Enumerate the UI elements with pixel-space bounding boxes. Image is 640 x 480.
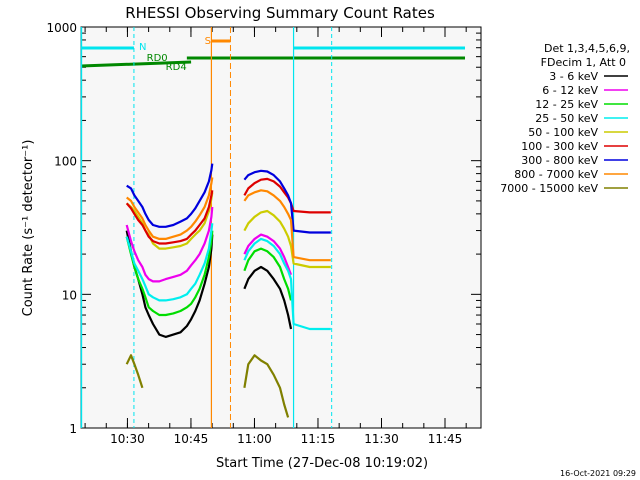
rd4-flag-bar [80, 60, 192, 68]
series-line-3-6-kev-post [243, 265, 293, 330]
legend-label: 3 - 6 keV [549, 70, 598, 83]
legend-label: 12 - 25 keV [535, 98, 598, 111]
legend-label: 25 - 50 keV [535, 112, 598, 125]
series-line-50-100-kev [125, 192, 214, 250]
series-line-12-25-kev-post [243, 247, 293, 301]
x-tick-label: 11:30 [364, 432, 399, 446]
series-line-300-800-kev [126, 163, 214, 228]
series-line-7000-15000-kev [125, 354, 144, 389]
x-tick-label: 10:45 [174, 432, 209, 446]
legend-label: 100 - 300 keV [521, 140, 598, 153]
series-line-6-12-kev-post [243, 233, 293, 276]
y-axis-label: Count Rate (s⁻¹ detector⁻¹) [21, 140, 36, 317]
axis-ticks: 10:30 10:45 11:00 11:15 11:30 11:45 1 10 100 1000 [46, 21, 481, 446]
series-line-800-7000-kev-post [243, 189, 331, 262]
series-line-25-50-kev [125, 223, 214, 302]
x-tick-label: 11:15 [301, 432, 336, 446]
night-flag-label: N [139, 42, 146, 53]
chart-title: RHESSI Observing Summary Count Rates [125, 4, 435, 22]
legend-label: 7000 - 15000 keV [500, 182, 598, 195]
x-tick-label: 11:00 [237, 432, 272, 446]
series-line-100-300-kev [125, 190, 214, 245]
series-line-50-100-kev-post [243, 209, 331, 269]
legend-label: 300 - 800 keV [521, 154, 598, 167]
data-series [125, 163, 331, 418]
y-tick-label: 100 [54, 155, 77, 169]
series-line-7000-15000-kev-post [243, 354, 290, 418]
series-line-300-800-kev-post [243, 169, 331, 234]
saa-flag-label: S [205, 36, 211, 47]
rd4-flag-label: RD4 [166, 62, 187, 73]
legend-label: 6 - 12 keV [542, 84, 598, 97]
rd0-flag-label: RD0 [147, 53, 168, 64]
legend-header-line-2: FDecim 1, Att 0 [541, 56, 626, 69]
x-tick-label: 11:45 [428, 432, 463, 446]
legend-header-line-1: Det 1,3,4,5,6,9, [544, 42, 630, 55]
y-tick-label: 10 [62, 288, 77, 302]
legend-label: 50 - 100 keV [528, 126, 598, 139]
series-line-100-300-kev-post [243, 177, 331, 214]
series-line-25-50-kev-post [243, 237, 331, 331]
series-line-6-12-kev [125, 206, 214, 283]
legend-label: 800 - 7000 keV [514, 168, 598, 181]
y-tick-label: 1000 [46, 21, 77, 35]
y-tick-label: 1 [69, 422, 77, 436]
series-line-12-25-kev [125, 230, 214, 317]
x-axis-label: Start Time (27-Dec-08 10:19:02) [216, 456, 428, 471]
series-line-800-7000-kev [126, 177, 214, 240]
plot-area [80, 26, 482, 429]
x-tick-label: 10:30 [110, 432, 145, 446]
timestamp: 16-Oct-2021 09:29 [560, 469, 636, 478]
